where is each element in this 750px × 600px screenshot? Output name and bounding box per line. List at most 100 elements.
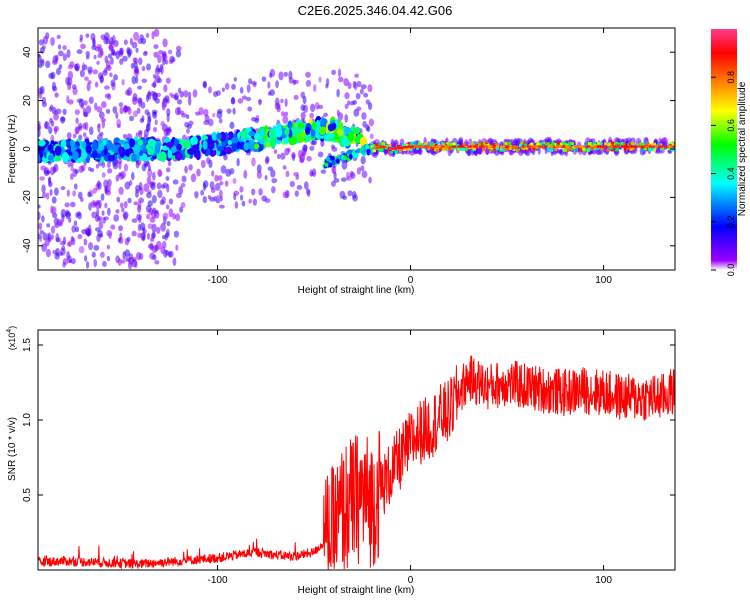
- spectrogram-cell: [149, 181, 155, 189]
- spectrogram-cell: [347, 100, 351, 106]
- spectrogram-cell: [156, 182, 162, 190]
- spectrogram-cell: [141, 37, 147, 45]
- spectrogram-cell: [118, 186, 124, 195]
- spectrogram-cell: [652, 148, 656, 152]
- spectrogram-cell: [110, 79, 116, 87]
- spectrogram-cell: [217, 145, 224, 152]
- spectrogram-cell: [297, 123, 305, 130]
- spectrogram-cell: [387, 150, 391, 154]
- spectrogram-cell: [533, 146, 537, 150]
- spectrogram-cell: [94, 102, 98, 111]
- spectrogram-cell: [214, 182, 221, 191]
- spectrogram-cell: [320, 169, 327, 174]
- spectrogram-cell: [337, 68, 342, 78]
- spectrogram-cell: [99, 74, 104, 83]
- spectrogram-cell: [41, 96, 46, 104]
- spectrogram-cell: [331, 146, 338, 152]
- spectrogram-cell: [289, 180, 295, 188]
- spectrogram-cell: [74, 226, 80, 233]
- spectrogram-cell: [305, 126, 311, 136]
- spectrogram-cell: [97, 46, 102, 55]
- spectrogram-cell: [306, 189, 311, 197]
- spectrogram-cell: [565, 148, 569, 152]
- spectrogram-cell: [161, 196, 166, 205]
- spectrogram-cell: [253, 143, 260, 149]
- spectrogram-cell: [256, 164, 262, 173]
- spectrogram-y-ticks: -40 -20 0 20 40: [22, 46, 675, 253]
- spectrogram-cell: [597, 145, 603, 148]
- spectrogram-cell: [146, 192, 152, 199]
- spectrogram-cell: [123, 201, 128, 209]
- spectrogram-cell: [155, 240, 162, 250]
- spectrogram-cell: [436, 145, 442, 148]
- spectrogram-cell: [376, 146, 382, 149]
- spectrogram-cell: [145, 161, 151, 167]
- spectrogram-cell: [473, 146, 477, 150]
- spectrogram-cell: [50, 225, 56, 235]
- spectrogram-cell: [224, 180, 229, 187]
- spectrogram-cell: [444, 145, 450, 148]
- spectrogram-cell: [141, 163, 147, 172]
- spectrogram-cell: [154, 260, 160, 265]
- spectrogram-cell: [78, 246, 85, 254]
- spectrogram-cell: [51, 206, 57, 215]
- spectrogram-cell: [136, 97, 143, 104]
- spectrogram-cell: [88, 69, 92, 75]
- spectrogram-cell: [536, 142, 540, 146]
- spectrogram-cell: [317, 104, 324, 110]
- spectrogram-cell: [154, 74, 161, 84]
- spectrogram-cell: [175, 213, 181, 222]
- spectrogram-cell: [100, 193, 105, 201]
- spectrogram-cell: [39, 236, 43, 242]
- spectrogram-cell: [90, 32, 96, 41]
- spectrogram-cell: [336, 88, 340, 98]
- colorbar-tick-label: 0.8: [726, 71, 736, 84]
- spectrogram-cell: [70, 201, 76, 208]
- spectrogram-cell: [276, 153, 281, 160]
- spectrogram-cell: [355, 93, 361, 100]
- spectrogram-cell: [102, 260, 107, 267]
- spectrogram-cell: [93, 244, 100, 251]
- spectrogram-cell: [137, 85, 143, 90]
- spectrogram-cell: [85, 144, 92, 155]
- spectrogram-cell: [62, 258, 69, 265]
- spectrogram-cell: [614, 142, 618, 146]
- spectrogram-cell: [39, 230, 44, 235]
- spectrogram-cell: [464, 147, 468, 151]
- spectrogram-cell: [172, 179, 179, 185]
- spectrogram-cell: [76, 49, 83, 55]
- spectrogram-cell: [100, 34, 106, 40]
- spectrogram-cell: [78, 134, 83, 141]
- spectrogram-cell: [331, 160, 336, 166]
- spectrogram-cell: [98, 220, 104, 230]
- spectrogram-cell: [646, 141, 650, 145]
- spectrogram-cell: [62, 236, 67, 245]
- spectrogram-cell: [615, 148, 619, 152]
- spectrogram-cell: [347, 190, 353, 197]
- spectrogram-cell: [107, 168, 113, 174]
- spectrogram-cell: [160, 222, 166, 232]
- spectrogram-cell: [282, 165, 287, 170]
- spectrogram-cell: [326, 77, 330, 87]
- spectrogram-cell: [556, 141, 560, 145]
- x-tick-label: -100: [208, 575, 228, 586]
- spectrogram-cell: [39, 176, 45, 181]
- x-tick-label: -100: [208, 275, 228, 286]
- spectrogram-cell: [219, 181, 224, 186]
- spectrogram-cell: [208, 159, 213, 169]
- spectrogram-cell: [105, 38, 110, 45]
- spectrogram-cell: [50, 120, 55, 127]
- spectrogram-cell: [495, 145, 499, 149]
- spectrogram-cell: [103, 32, 110, 41]
- spectrogram-cell: [451, 146, 455, 150]
- spectrogram-cell: [41, 184, 46, 194]
- spectrogram-cell: [302, 95, 307, 105]
- spectrogram-cell: [323, 112, 329, 117]
- spectrogram-cell: [165, 167, 171, 173]
- spectrogram-cell: [169, 92, 174, 97]
- spectrogram-cell: [170, 145, 177, 154]
- spectrogram-cell: [499, 146, 503, 150]
- spectrogram-cell: [118, 161, 122, 170]
- spectrogram-cell: [365, 99, 371, 105]
- spectrogram-cell: [48, 176, 52, 186]
